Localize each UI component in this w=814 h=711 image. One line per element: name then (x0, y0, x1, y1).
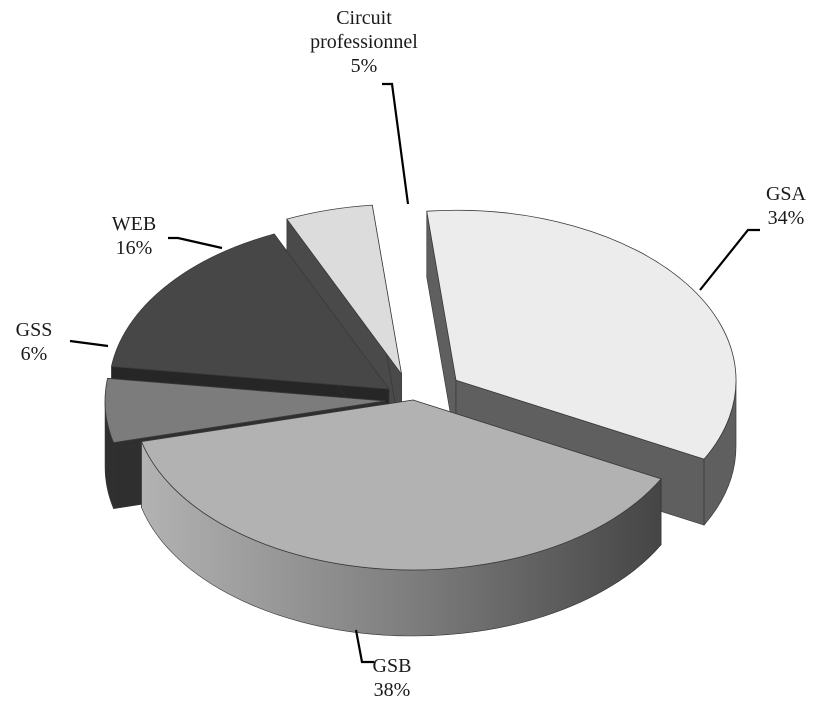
label-web-name: WEB (112, 213, 156, 235)
label-web-leader-line (168, 236, 223, 250)
label-gss-leader-line (69, 339, 109, 348)
label-gsb-leader-line (354, 629, 374, 664)
slice-circuit-professionnel-top (286, 204, 402, 375)
label-circuit-professionnel-value: 5% (351, 55, 378, 77)
label-gsa-name: GSA (766, 183, 807, 205)
label-gsb-name: GSB (373, 655, 412, 677)
slice-gsb-top (140, 399, 662, 571)
label-gsb-value: 38% (374, 679, 411, 701)
slice-gsa-top (426, 209, 737, 460)
label-circuit-professionnel-name-2: professionnel (310, 31, 418, 53)
slice-web-top (110, 233, 390, 390)
label-circuit-professionnel-leader-line (382, 82, 410, 205)
label-gsa-leader-line (699, 228, 760, 291)
slice-gsb (140, 399, 662, 637)
slice-gss-top (104, 377, 386, 444)
label-gss-name: GSS (16, 319, 53, 341)
slices-layer (104, 204, 737, 637)
label-gsa-value: 34% (768, 207, 805, 229)
label-circuit-professionnel-name-1: Circuit (336, 7, 392, 29)
label-gss-value: 6% (21, 343, 48, 365)
label-web-value: 16% (116, 237, 153, 259)
